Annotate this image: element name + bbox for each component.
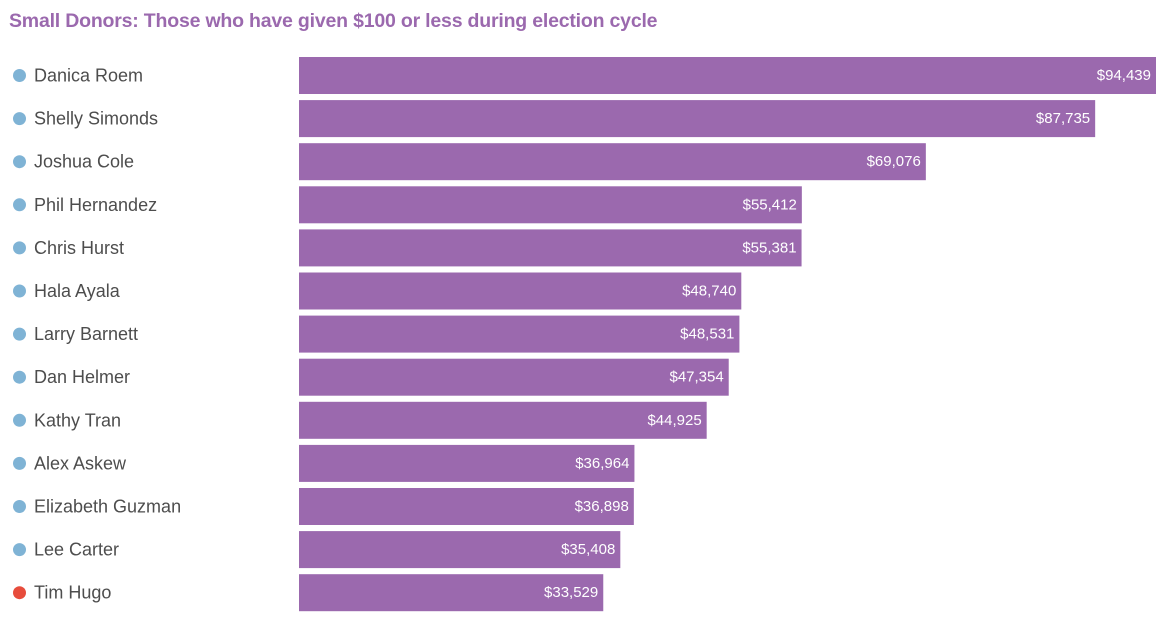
- chart-title: Small Donors: Those who have given $100 …: [9, 10, 658, 32]
- legend-dot: [13, 198, 26, 212]
- bar: [299, 272, 742, 310]
- category-label: Phil Hernandez: [34, 195, 157, 215]
- category-label: Larry Barnett: [34, 324, 138, 344]
- legend-dot: [13, 370, 26, 384]
- category-label: Shelly Simonds: [34, 109, 158, 129]
- bar: [299, 401, 707, 439]
- bar: [299, 186, 802, 224]
- bar-row: Shelly Simonds $87,735: [13, 100, 1096, 138]
- bar-row: Dan Helmer $47,354: [13, 358, 729, 396]
- category-label: Elizabeth Guzman: [34, 497, 181, 517]
- bar-row: Chris Hurst $55,381: [13, 229, 802, 267]
- legend-dot: [13, 112, 26, 126]
- value-label: $48,740: [682, 283, 736, 300]
- value-label: $36,898: [575, 498, 629, 515]
- category-label: Chris Hurst: [34, 238, 124, 258]
- bar: [299, 229, 802, 267]
- bar: [299, 574, 604, 612]
- legend-dot: [13, 155, 26, 169]
- value-label: $94,439: [1097, 67, 1151, 84]
- legend-dot: [13, 413, 26, 427]
- value-label: $47,354: [669, 369, 723, 386]
- category-label: Lee Carter: [34, 540, 119, 560]
- category-label: Hala Ayala: [34, 281, 121, 301]
- legend-dot: [13, 327, 26, 341]
- legend-dot: [13, 241, 26, 255]
- bar-row: Danica Roem $94,439: [13, 57, 1156, 94]
- category-label: Alex Askew: [34, 453, 127, 473]
- legend-dot: [13, 69, 26, 82]
- category-label: Kathy Tran: [34, 410, 121, 430]
- legend-dot: [13, 586, 26, 600]
- bar: [299, 100, 1096, 138]
- bar: [299, 315, 740, 353]
- bar: [299, 143, 926, 181]
- bar-row: Tim Hugo $33,529: [13, 574, 604, 612]
- bar-row: Larry Barnett $48,531: [13, 315, 740, 353]
- bar-row: Phil Hernandez $55,412: [13, 186, 802, 224]
- bar-row: Elizabeth Guzman $36,898: [13, 488, 634, 525]
- bar: [299, 57, 1156, 94]
- category-label: Dan Helmer: [34, 367, 130, 387]
- bar: [299, 358, 729, 396]
- bar-row: Alex Askew $36,964: [13, 444, 635, 482]
- category-label: Danica Roem: [34, 66, 143, 86]
- legend-dot: [13, 284, 26, 298]
- bar: [299, 531, 621, 569]
- value-label: $44,925: [647, 412, 701, 429]
- value-label: $48,531: [680, 326, 734, 343]
- legend-dot: [13, 456, 26, 470]
- bar-row: Hala Ayala $48,740: [13, 272, 742, 310]
- value-label: $55,381: [742, 239, 796, 256]
- bar-row: Joshua Cole $69,076: [13, 143, 926, 181]
- value-label: $55,412: [743, 196, 797, 213]
- value-label: $33,529: [544, 584, 598, 601]
- category-label: Joshua Cole: [34, 152, 134, 172]
- bar: [299, 488, 634, 525]
- legend-dot: [13, 543, 26, 557]
- bar-row: Lee Carter $35,408: [13, 531, 621, 569]
- value-label: $35,408: [561, 541, 615, 558]
- value-label: $36,964: [575, 455, 629, 472]
- bar-row: Kathy Tran $44,925: [13, 401, 707, 439]
- category-label: Tim Hugo: [34, 583, 111, 603]
- legend-dot: [13, 500, 26, 513]
- value-label: $69,076: [867, 153, 921, 170]
- bar: [299, 444, 635, 482]
- value-label: $87,735: [1036, 110, 1090, 127]
